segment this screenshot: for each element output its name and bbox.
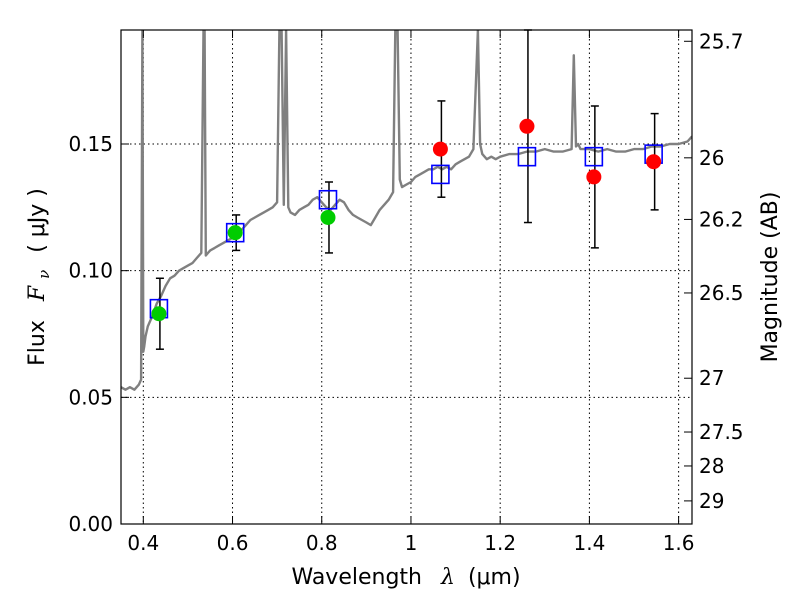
data-point-green	[151, 306, 167, 322]
y-tick-label: 0.00	[68, 512, 113, 536]
x-axis-label: Wavelength λ (μm)	[291, 565, 520, 590]
x-tick-label: 1.2	[484, 531, 516, 555]
x-tick-label: 0.6	[217, 531, 249, 555]
x-tick-label: 0.4	[127, 531, 159, 555]
data-point-green	[320, 209, 336, 225]
y-tick-label: 0.15	[68, 132, 113, 156]
x-tick-label: 1	[405, 531, 418, 555]
plot-frame	[120, 29, 693, 525]
model-square	[225, 222, 245, 243]
magnitude-tick-label: 29	[699, 489, 724, 513]
magnitude-tick-label: 25.7	[699, 29, 744, 53]
magnitude-tick-label: 27	[699, 366, 724, 390]
y-axis-label-subscript: ν	[35, 270, 53, 279]
x-axis-label-symbol: λ	[440, 565, 455, 590]
data-point-red	[646, 154, 662, 170]
data-point-green	[227, 225, 243, 241]
model-photometry-squares	[149, 144, 663, 319]
y-tick-label: 0.05	[68, 385, 113, 409]
model-square	[431, 164, 450, 185]
magnitude-tick-label: 26.5	[699, 281, 744, 305]
magnitude-tick-label: 26	[699, 146, 724, 170]
y-axis-ticks: 0.00 0.05 0.10 0.15	[68, 132, 129, 536]
observed-points-red	[432, 118, 662, 185]
model-spectrum-line	[121, 30, 692, 391]
magnitude-axis-label: Magnitude (AB)	[758, 192, 783, 363]
model-square	[318, 189, 338, 210]
x-tick-label: 1.6	[663, 531, 695, 555]
y-axis-label: Flux F ν ( μJy )	[25, 188, 55, 366]
magnitude-tick-label: 27.5	[699, 420, 744, 444]
x-axis-label-unit: (μm)	[468, 565, 521, 590]
magnitude-tick-label: 28	[699, 454, 724, 478]
y-axis-label-unit: ( μJy )	[25, 188, 50, 253]
y-axis-label-text: Flux	[25, 320, 50, 366]
data-point-red	[519, 118, 535, 134]
data-point-red	[432, 141, 448, 157]
x-axis-label-text: Wavelength	[291, 565, 422, 590]
x-axis-ticks: 0.4 0.6 0.8 1 1.2 1.4 1.6	[127, 30, 695, 555]
magnitude-axis-ticks: 25.7 26 26.2 26.5 27 27.5 28 29	[684, 29, 744, 513]
x-tick-label: 1.4	[573, 531, 605, 555]
y-axis-label-symbol: F	[25, 285, 50, 302]
data-point-red	[586, 169, 602, 185]
magnitude-tick-label: 26.2	[699, 207, 744, 231]
x-tick-label: 0.8	[306, 531, 338, 555]
observed-points-green	[151, 209, 336, 322]
y-tick-label: 0.10	[68, 259, 113, 283]
model-square	[584, 146, 604, 167]
model-square	[517, 146, 537, 167]
